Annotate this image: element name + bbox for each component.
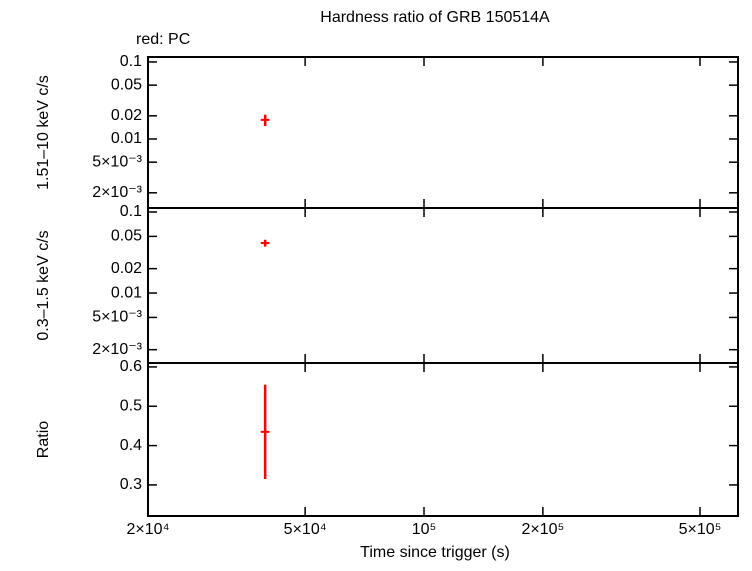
x-tick-label: 10⁵ [412, 521, 436, 538]
y-tick-label: 0.1 [120, 53, 142, 70]
y-axis-label: Ratio [35, 421, 52, 458]
y-tick-label: 5×10⁻³ [92, 153, 142, 170]
chart-title: Hardness ratio of GRB 150514A [320, 9, 550, 26]
y-axis-label: 1.51–10 keV c/s [35, 75, 52, 190]
y-tick-label: 0.01 [111, 284, 142, 301]
y-tick-label: 0.3 [120, 476, 142, 493]
y-tick-label: 0.05 [111, 228, 142, 245]
legend-text: red: PC [136, 31, 190, 48]
x-tick-label: 2×10⁵ [522, 521, 565, 538]
y-tick-label: 0.4 [120, 437, 142, 454]
y-tick-label: 5×10⁻³ [92, 309, 142, 326]
plot-frame [147, 362, 739, 517]
y-tick-label: 0.02 [111, 107, 142, 124]
y-axis-label: 0.3–1.5 keV c/s [35, 230, 52, 340]
y-tick-label: 0.01 [111, 130, 142, 147]
x-tick-label: 5×10⁴ [284, 521, 327, 538]
y-tick-label: 0.1 [120, 203, 142, 220]
y-tick-label: 0.6 [120, 358, 142, 375]
y-tick-label: 2×10⁻³ [92, 184, 142, 201]
y-tick-label: 0.02 [111, 260, 142, 277]
x-tick-label: 2×10⁴ [127, 521, 170, 538]
plot-frame [147, 207, 739, 364]
y-tick-label: 2×10⁻³ [92, 341, 142, 358]
plot-frame [147, 56, 739, 209]
y-tick-label: 0.5 [120, 397, 142, 414]
y-tick-label: 0.05 [111, 76, 142, 93]
x-axis-label: Time since trigger (s) [360, 544, 510, 561]
x-tick-label: 5×10⁵ [679, 521, 722, 538]
